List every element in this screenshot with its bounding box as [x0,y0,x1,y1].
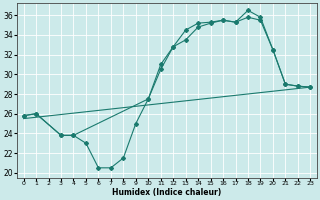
X-axis label: Humidex (Indice chaleur): Humidex (Indice chaleur) [112,188,221,197]
